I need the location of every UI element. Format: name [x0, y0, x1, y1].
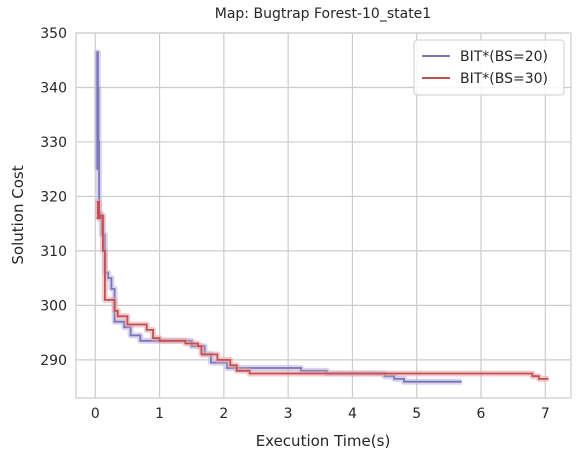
x-axis-label: Execution Time(s) [256, 432, 391, 450]
y-tick-label: 350 [40, 26, 67, 42]
x-tick-label: 4 [348, 406, 357, 422]
series-layer [94, 49, 549, 385]
legend-label: BIT*(BS=30) [460, 71, 548, 87]
y-tick-label: 300 [40, 298, 67, 314]
y-tick-label: 290 [40, 353, 67, 369]
x-tick-labels: 0 1 2 3 4 5 6 7 [91, 406, 550, 422]
y-tick-label: 330 [40, 135, 67, 151]
y-tick-labels: 290 300 310 320 330 340 350 [40, 26, 67, 369]
x-tick-label: 6 [477, 406, 486, 422]
y-axis-label: Solution Cost [9, 165, 27, 264]
x-tick-label: 3 [284, 406, 293, 422]
y-tick-label: 340 [40, 80, 67, 96]
x-tick-label: 1 [155, 406, 164, 422]
x-tick-label: 7 [541, 406, 550, 422]
series-line-bit-bs-30- [96, 201, 549, 380]
chart-title: Map: Bugtrap Forest-10_state1 [215, 6, 431, 22]
legend: BIT*(BS=20) BIT*(BS=30) [413, 39, 565, 96]
y-tick-label: 320 [40, 189, 67, 205]
x-tick-label: 0 [91, 406, 100, 422]
x-tick-label: 5 [412, 406, 421, 422]
y-tick-label: 310 [40, 244, 67, 260]
legend-box [413, 39, 565, 96]
legend-label: BIT*(BS=20) [460, 49, 548, 65]
x-tick-label: 2 [219, 406, 228, 422]
plot-frame [75, 32, 572, 399]
